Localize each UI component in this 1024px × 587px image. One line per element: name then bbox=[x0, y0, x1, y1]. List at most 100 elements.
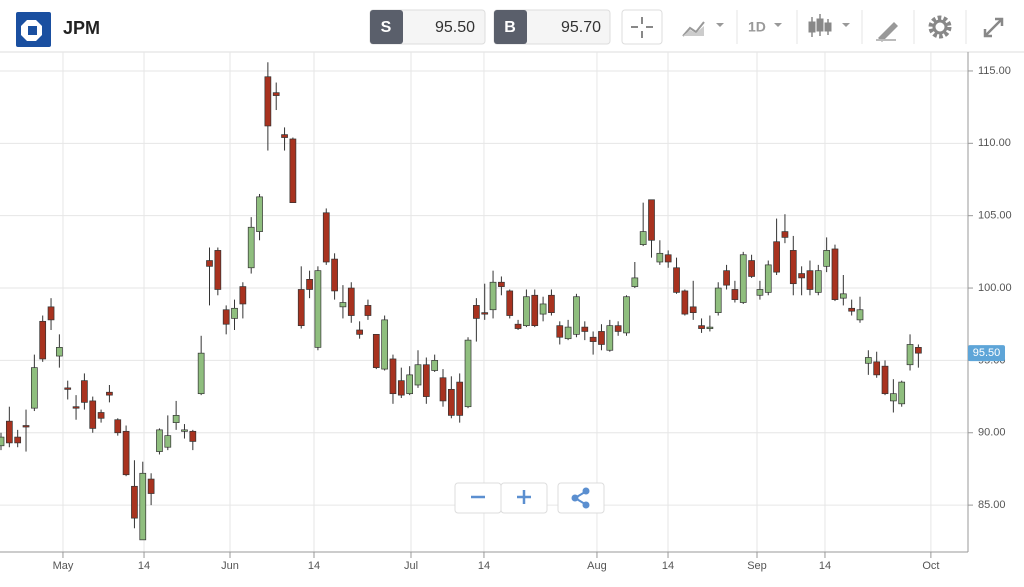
candle-body bbox=[231, 307, 238, 319]
candle-body bbox=[147, 478, 155, 494]
candle-body bbox=[181, 429, 188, 432]
x-tick-label: Aug bbox=[587, 560, 607, 572]
candle-body bbox=[823, 250, 830, 267]
candle-body bbox=[723, 270, 730, 286]
y-tick-label: 110.00 bbox=[978, 137, 1011, 149]
candle-body bbox=[873, 361, 881, 376]
candle-body bbox=[206, 260, 213, 267]
candle-body bbox=[906, 344, 914, 366]
chart-type-button[interactable] bbox=[682, 21, 724, 37]
candle-body bbox=[456, 381, 464, 416]
candle-body bbox=[689, 306, 697, 313]
candle-body bbox=[598, 331, 605, 345]
candle-body bbox=[656, 252, 664, 263]
sell-button[interactable]: S 95.50 bbox=[369, 9, 486, 45]
logo bbox=[16, 12, 51, 47]
candle-body bbox=[64, 387, 72, 390]
candle-body bbox=[864, 357, 872, 364]
candle-body bbox=[573, 296, 580, 335]
candle-body bbox=[623, 296, 630, 334]
candle-body bbox=[839, 293, 847, 299]
x-tick-label: Oct bbox=[922, 560, 939, 572]
y-tick-label: 105.00 bbox=[978, 210, 1012, 222]
interval: 1D bbox=[748, 19, 766, 35]
candle-body bbox=[523, 296, 530, 327]
candle-body bbox=[156, 429, 163, 452]
price-marker bbox=[968, 345, 1005, 362]
y-tick-label: 100.00 bbox=[978, 282, 1012, 294]
candle-body bbox=[489, 281, 497, 311]
candle-body bbox=[322, 212, 330, 263]
zoom-controls bbox=[454, 482, 605, 514]
x-tick-label: Jul bbox=[404, 560, 418, 572]
candle-body bbox=[0, 436, 5, 447]
y-tick-label: 115.00 bbox=[978, 65, 1011, 77]
candle-body bbox=[514, 323, 522, 329]
candle-body bbox=[331, 258, 338, 292]
candle-body bbox=[481, 312, 489, 315]
candle-body bbox=[122, 430, 130, 476]
candle-body bbox=[631, 277, 639, 287]
candle-body bbox=[556, 325, 564, 338]
sell-label: S bbox=[381, 19, 392, 36]
candle-body bbox=[114, 419, 122, 434]
candle-body bbox=[498, 281, 505, 287]
candle-style-button[interactable] bbox=[808, 14, 850, 37]
price-marker-label: 95.50 bbox=[973, 347, 1001, 359]
candle-body bbox=[214, 250, 222, 290]
candle-body bbox=[739, 254, 747, 303]
symbol: JPM bbox=[63, 18, 100, 38]
x-tick-label: 14 bbox=[819, 560, 831, 572]
candle-body bbox=[56, 347, 63, 357]
candle-body bbox=[506, 290, 514, 316]
candle-body bbox=[606, 325, 614, 351]
candle-body bbox=[31, 367, 38, 409]
zoom-in-button[interactable] bbox=[500, 482, 548, 514]
candle-body bbox=[381, 319, 388, 370]
candle-body bbox=[664, 254, 672, 263]
candle-body bbox=[714, 287, 722, 313]
fullscreen-button[interactable] bbox=[983, 17, 1004, 38]
candle-body bbox=[439, 377, 447, 402]
share-button[interactable] bbox=[557, 482, 605, 514]
candle-body bbox=[5, 420, 13, 444]
candle-body bbox=[306, 279, 313, 290]
candle-body bbox=[14, 436, 22, 444]
candle-body bbox=[589, 336, 597, 342]
candle-body bbox=[831, 248, 839, 300]
candle-body bbox=[22, 425, 30, 428]
draw-button[interactable] bbox=[876, 22, 898, 42]
zoom-out-button[interactable] bbox=[454, 482, 502, 514]
y-tick-label: 85.00 bbox=[978, 499, 1006, 511]
candle-body bbox=[614, 325, 622, 332]
candle-body bbox=[422, 364, 430, 397]
candle-body bbox=[164, 435, 172, 448]
candle-body bbox=[364, 305, 372, 316]
candle-body bbox=[372, 333, 380, 368]
candle-body bbox=[97, 412, 105, 419]
candle-body bbox=[189, 430, 197, 442]
candle-body bbox=[681, 290, 689, 315]
candle-body bbox=[89, 400, 97, 429]
candle-body bbox=[222, 309, 230, 325]
candle-body bbox=[531, 294, 539, 327]
candle-body bbox=[81, 380, 88, 403]
candle-body bbox=[272, 92, 280, 96]
candle-body bbox=[106, 391, 113, 396]
candle-body bbox=[406, 374, 414, 395]
settings-button[interactable] bbox=[928, 15, 952, 39]
candle-body bbox=[131, 485, 138, 519]
candle-body bbox=[789, 250, 797, 285]
candle-body bbox=[548, 294, 555, 313]
interval-button[interactable]: 1D bbox=[748, 19, 782, 35]
x-tick-label: 14 bbox=[478, 560, 490, 572]
candle-body bbox=[347, 287, 355, 316]
buy-button[interactable]: B 95.70 bbox=[493, 9, 611, 45]
candle-body bbox=[748, 260, 755, 277]
buy-label: B bbox=[504, 19, 516, 36]
candle-body bbox=[397, 380, 405, 396]
crosshair-button[interactable] bbox=[621, 9, 663, 45]
candle-body bbox=[581, 326, 589, 332]
